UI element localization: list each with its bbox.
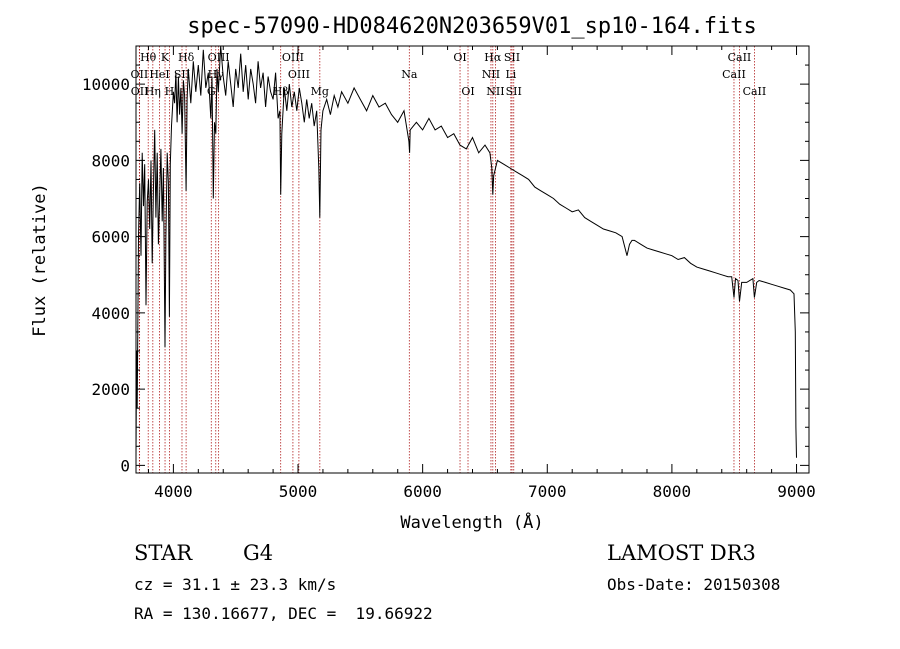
plot-frame (135, 45, 810, 474)
line-label: Hη (145, 85, 161, 98)
x-axis-ticks: 4000 5000 6000 7000 8000 9000 (147, 46, 816, 501)
y-tick-label: 10000 (82, 75, 130, 94)
y-tick-label: 4000 (91, 304, 130, 323)
x-tick-label: 8000 (653, 482, 692, 501)
line-label: SII (506, 85, 522, 98)
line-label: OI (461, 85, 474, 98)
line-label: Hγ (208, 68, 225, 81)
line-label: HeI (149, 68, 169, 81)
line-label: CaII (728, 51, 752, 64)
line-label: Hα (484, 51, 502, 64)
line-label: Hθ (140, 51, 157, 64)
spectrum-line (135, 45, 797, 458)
y-tick-label: 0 (120, 456, 130, 475)
coordinates: RA = 130.16677, DEC = 19.66922 (134, 604, 433, 623)
line-label: NII (486, 85, 504, 98)
line-label: Na (401, 68, 418, 81)
line-label: Mg (311, 85, 329, 98)
line-label: NII (482, 68, 500, 81)
line-label: CaII (722, 68, 746, 81)
x-axis-label: Wavelength (Å) (400, 511, 543, 533)
obs-date: Obs-Date: 20150308 (607, 575, 781, 594)
y-axis-label: Flux (relative) (30, 183, 50, 337)
x-tick-label: 4000 (154, 482, 193, 501)
line-label: OI (453, 51, 466, 64)
x-tick-label: 7000 (528, 482, 567, 501)
chart-title: spec-57090-HD084620N203659V01_sp10-164.f… (187, 14, 757, 39)
x-tick-label: 9000 (777, 482, 816, 501)
line-label: H (165, 85, 175, 98)
line-label: OIII (282, 51, 304, 64)
line-label: Hδ (178, 51, 195, 64)
line-label: OII (131, 68, 149, 81)
subclass: G4 (243, 541, 274, 565)
line-label: K (161, 51, 170, 64)
x-tick-label: 5000 (279, 482, 318, 501)
line-label: CaII (743, 85, 767, 98)
line-label: OIII (208, 51, 230, 64)
line-label: OIII (288, 68, 310, 81)
line-label: Hβ (273, 85, 289, 98)
survey-name: LAMOST DR3 (607, 541, 756, 565)
y-tick-label: 6000 (91, 228, 130, 247)
object-class: STAR (134, 541, 193, 565)
line-label: SII (504, 51, 520, 64)
y-tick-label: 8000 (91, 151, 130, 170)
line-label: Li (505, 68, 516, 81)
line-label: OII (131, 85, 149, 98)
y-axis-ticks: 0 2000 4000 6000 8000 10000 (82, 64, 809, 475)
redshift-readout: cz = 31.1 ± 23.3 km/s (134, 575, 337, 594)
spectral-line-markers (138, 46, 755, 473)
x-tick-label: 6000 (403, 482, 442, 501)
y-tick-label: 2000 (91, 380, 130, 399)
